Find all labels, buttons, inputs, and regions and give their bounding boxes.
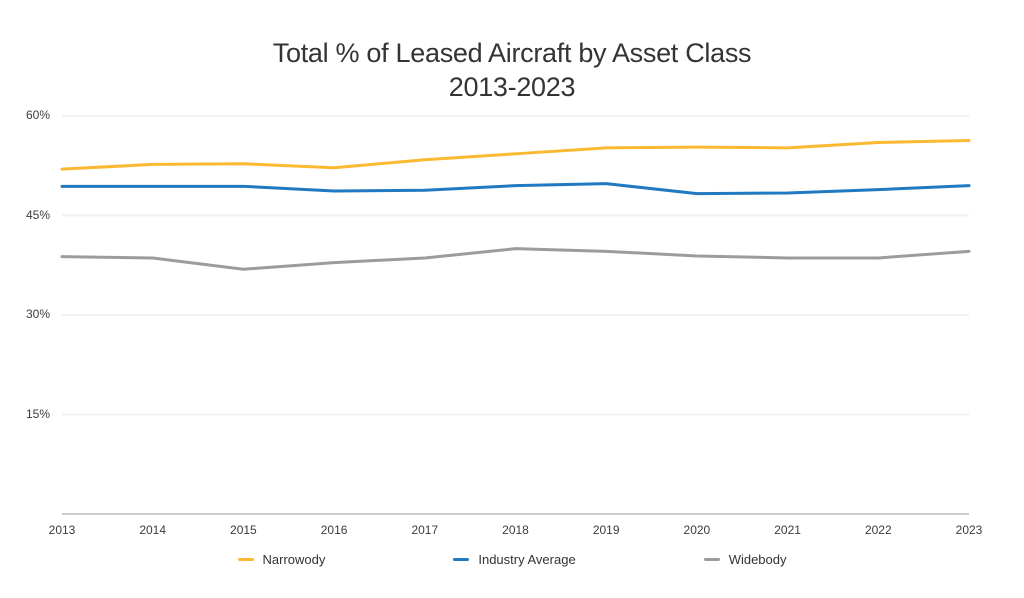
x-tick-label-2022: 2022	[864, 523, 892, 537]
x-tick-label-2021: 2021	[774, 523, 801, 537]
x-tick-label-2013: 2013	[48, 523, 76, 537]
series-line-narrowody	[60, 139, 971, 171]
chart-title: Total % of Leased Aircraft by Asset Clas…	[0, 36, 1024, 104]
x-tick-label-2014: 2014	[139, 523, 167, 537]
x-tick-label-2018: 2018	[502, 523, 529, 537]
x-tick-label-2020: 2020	[683, 523, 711, 537]
x-tick-label-2019: 2019	[592, 523, 620, 537]
series-line-industry-average	[60, 182, 971, 196]
legend-item-widebody: Widebody	[703, 552, 787, 567]
x-tick-label-2016: 2016	[320, 523, 348, 537]
y-tick-label-60%: 60%	[25, 108, 50, 122]
legend-label: Narrowody	[262, 552, 326, 567]
legend-label: Widebody	[728, 552, 787, 567]
chart-legend: Narrowody Industry Average Widebody	[0, 552, 1024, 567]
chart-title-line1: Total % of Leased Aircraft by Asset Clas…	[272, 38, 752, 68]
legend-dash-icon	[703, 558, 720, 561]
legend-item-narrowody: Narrowody	[237, 552, 326, 567]
legend-dash-icon	[453, 558, 470, 561]
chart-title-line2: 2013-2023	[448, 72, 576, 102]
series-line-widebody	[60, 247, 971, 271]
y-tick-label-45%: 45%	[25, 207, 50, 222]
x-tick-label-2023: 2023	[955, 523, 983, 537]
legend-label: Industry Average	[478, 552, 576, 567]
y-tick-label-30%: 30%	[25, 307, 50, 321]
legend-dash-icon	[237, 558, 254, 561]
x-tick-label-2015: 2015	[230, 523, 257, 537]
legend-item-industry-average: Industry Average	[453, 552, 576, 567]
x-tick-label-2017: 2017	[411, 523, 439, 537]
y-tick-label-15%: 15%	[25, 406, 50, 421]
